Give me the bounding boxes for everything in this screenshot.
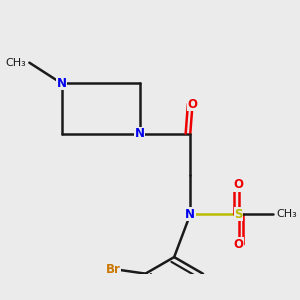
Text: O: O: [233, 178, 244, 191]
Text: S: S: [234, 208, 243, 221]
Text: N: N: [57, 77, 67, 90]
Text: Br: Br: [106, 262, 121, 275]
Text: CH₃: CH₃: [5, 58, 26, 68]
Text: N: N: [185, 208, 195, 221]
Text: O: O: [233, 238, 244, 251]
Text: O: O: [188, 98, 197, 110]
Text: N: N: [135, 128, 145, 140]
Text: CH₃: CH₃: [277, 209, 297, 219]
